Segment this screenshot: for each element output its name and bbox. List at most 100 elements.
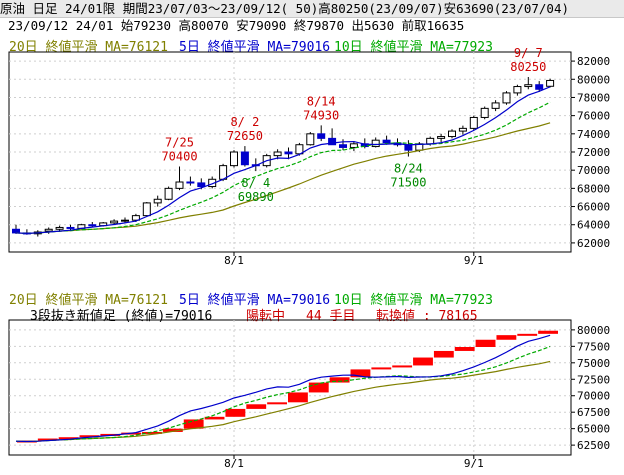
p2-ma20-line [15,360,551,443]
line-break-block [204,416,225,420]
p1-ytick-label: 62000 [577,237,610,250]
candle-body [491,102,500,109]
candle-body [284,151,293,155]
p2-ytick-label: 67500 [577,406,610,419]
legend-ma20: 20日 終値平滑 MA=76121 [9,40,168,55]
annotation-date: 8/ 4 [241,176,270,190]
line-break-block [79,435,100,438]
p1-xtick-label: 9/1 [464,254,484,267]
line-break-block [454,347,475,351]
chart-header-line1: 原油 日足 24/01限 期間23/07/03～23/09/12( 50)高80… [0,0,624,18]
annotation-value: 72650 [227,129,263,143]
candle-body [273,151,282,157]
candle-body [186,181,195,184]
candle-body [524,84,533,88]
annotation-value: 69890 [238,190,274,204]
p2-ytick-label: 65000 [577,423,610,436]
candle-body [317,133,326,139]
line-break-block [183,419,204,429]
candle-body [513,86,522,94]
p2-xtick-label: 9/1 [464,457,484,470]
p2-ma5-line [15,334,551,443]
legend2-ma20: 20日 終値平滑 MA=76121 [9,293,168,308]
line-break-block [350,369,371,378]
candle-body [230,151,238,167]
line-break-block [308,382,329,393]
annotation-value: 71500 [390,176,426,190]
annotation-date: 8/24 [394,162,423,176]
candle-body [164,187,173,200]
candle-body [371,139,380,148]
candle-body [175,181,184,189]
annotation-date: 8/ 2 [230,115,259,129]
line-break-block [267,402,287,405]
candle-body [12,228,20,234]
line-break-block [142,431,162,434]
p2-ytick-label: 72500 [577,373,610,386]
annotation-date: 9/ 7 [514,46,543,60]
p1-ytick-label: 68000 [577,182,610,195]
p1-ytick-label: 78000 [577,91,610,104]
candle-body [382,139,391,144]
line-break-block [225,408,246,417]
p2-ma10-line [15,345,551,443]
line-break-block [58,437,79,440]
candle-body [197,182,206,188]
line-break-block [538,330,558,334]
candle-body [502,92,511,104]
line-break-block [392,365,413,368]
p1-ytick-label: 76000 [577,110,610,123]
candle-body [88,224,97,227]
p1-ytick-label: 80000 [577,73,610,86]
line-break-block [433,350,454,358]
p1-ytick-label: 72000 [577,146,610,159]
candle-body [55,226,64,230]
candle-body [110,220,119,224]
line-break-block [37,438,58,441]
candle-body [131,215,140,221]
candle-body [339,144,347,148]
p2-ytick-label: 77500 [577,340,610,353]
legend-ma5: 5日 終値平滑 MA=79016 [179,40,331,55]
line-break-block [496,335,517,340]
p1-ytick-label: 70000 [577,164,610,177]
candle-body [306,133,315,146]
p2-plot-frame [8,319,572,456]
annotation-value: 74930 [303,108,339,122]
candle-body [349,143,358,148]
candle-body [546,79,555,87]
candle-body [153,198,162,204]
annotation-date: 8/14 [307,94,336,108]
candle-body [437,136,446,139]
p2-ytick-label: 80000 [577,324,610,337]
candle-body [480,107,489,118]
candle-body [142,202,151,217]
line-break-block [413,357,433,366]
p1-ytick-label: 82000 [577,55,610,68]
line-break-block [288,392,308,403]
candle-body [448,130,456,138]
legend2-ma5: 5日 終値平滑 MA=79016 [179,293,331,308]
candle-body [469,116,478,129]
p1-ytick-label: 64000 [577,219,610,232]
chart-header-line2: 23/09/12 24/01 始79230 高80070 安79090 終798… [8,18,465,33]
p2-xtick-label: 8/1 [224,457,244,470]
candle-body [404,144,413,151]
candle-body [426,137,435,145]
candle-body [240,151,249,166]
annotation-date: 7/25 [165,136,194,150]
p2-ytick-label: 70000 [577,390,610,403]
line-break-block [162,428,183,432]
annotation-value: 70400 [161,150,197,164]
legend-ma10: 10日 終値平滑 MA=77923 [334,40,493,55]
candle-body [219,165,228,180]
candle-body [328,137,337,146]
annotation-value: 80250 [510,60,546,74]
line-break-block [329,377,350,383]
line-break-block [475,339,496,347]
candle-body [121,219,129,222]
line-break-block [517,333,538,336]
p1-ytick-label: 74000 [577,128,610,141]
candle-body [458,127,467,132]
